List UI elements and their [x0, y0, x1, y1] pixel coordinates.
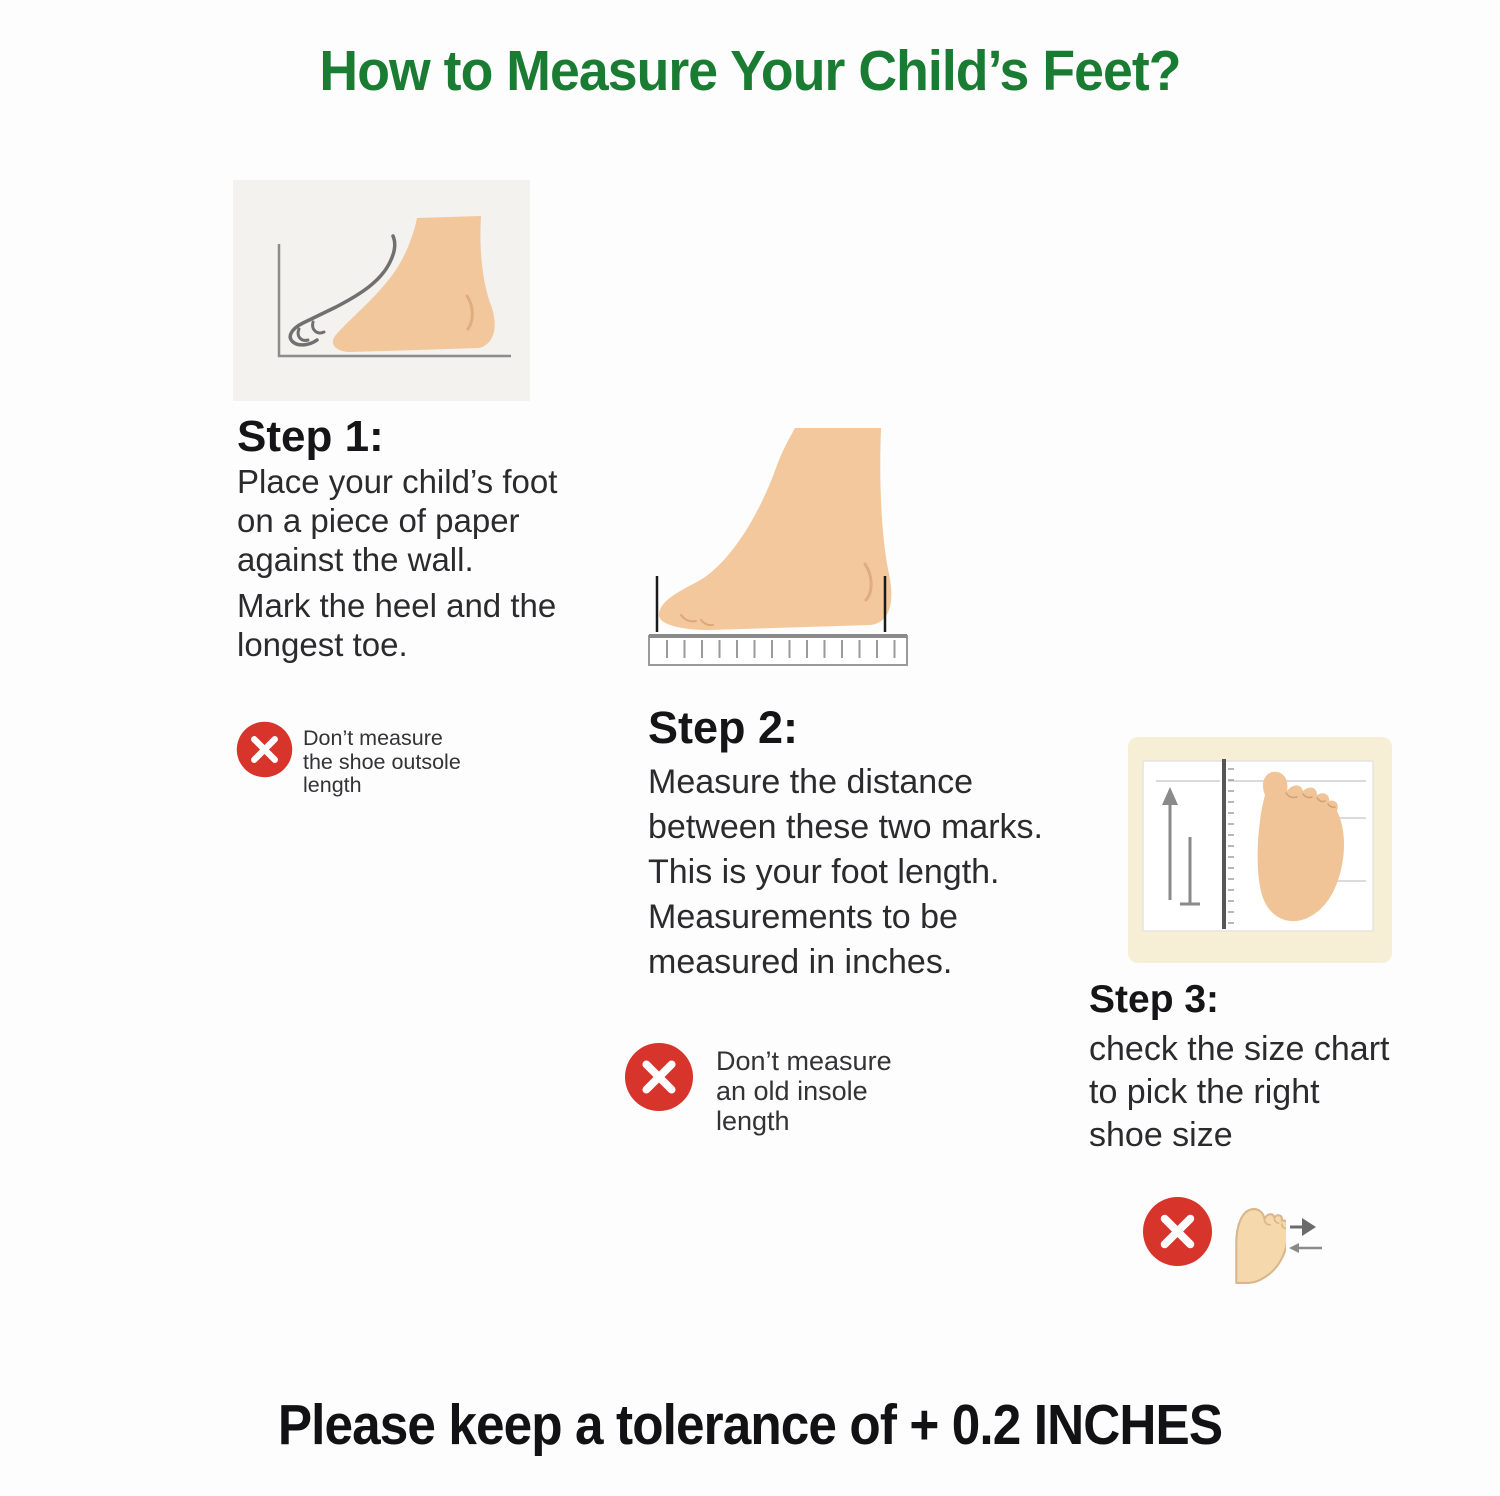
page-title: How to Measure Your Child’s Feet?: [319, 39, 1181, 103]
foot-against-wall-icon: [277, 216, 511, 358]
toe-space-arrows-icon: [1288, 1214, 1328, 1260]
x-circle-icon: [1142, 1196, 1213, 1267]
foot-toes-icon: [1228, 1203, 1289, 1285]
step3-heading: Step 3:: [1089, 978, 1220, 1021]
foot-side-shape: [332, 216, 495, 352]
foot-side-shape: [659, 428, 892, 630]
step1-heading: Step 1:: [237, 412, 384, 461]
x-circle-icon: [624, 1042, 694, 1112]
wall-floor-lines: [277, 244, 511, 358]
step1-text-1: Place your child’s foot on a piece of pa…: [237, 463, 558, 578]
toe-trace-1: [296, 327, 310, 342]
toe-detail-2: [700, 619, 714, 627]
tolerance-note: Please keep a tolerance of + 0.2 INCHES: [277, 1393, 1223, 1457]
ankle-shading: [863, 562, 873, 602]
step2-text: Measure the distance between these two m…: [648, 763, 1043, 981]
step1-illustration: [233, 180, 530, 401]
measure-arrows: [1168, 803, 1200, 906]
step2-heading: Step 2:: [648, 702, 799, 753]
toe-trace-2: [311, 320, 326, 335]
x-circle-icon: [236, 721, 293, 778]
foot-outline-trace: [288, 234, 397, 347]
step2-dont-text: Don’t measure an old insole length: [716, 1046, 892, 1136]
ruler: [648, 635, 908, 666]
step1-text-2: Mark the heel and the longest toe.: [237, 587, 557, 663]
ruler-ticks: [666, 640, 896, 658]
footprint-size-chart-icon: [1142, 759, 1374, 932]
footprint-shape: [1257, 771, 1345, 922]
arrow-left-head: [1289, 1243, 1299, 1253]
toe-detail-1: [680, 614, 697, 623]
step3-text: check the size chart to pick the right s…: [1089, 1030, 1390, 1154]
ankle-shading: [465, 294, 474, 331]
step2-illustration: [643, 424, 925, 668]
step1-dont-text: Don’t measure the shoe outsole length: [303, 726, 461, 797]
toe-creases: [1285, 792, 1336, 808]
ruler-ticks: [1228, 768, 1234, 924]
step3-illustration: [1128, 737, 1392, 963]
arrow-head-up: [1162, 787, 1178, 805]
foot-on-ruler-icon: [648, 428, 908, 666]
arrow-right-head: [1302, 1218, 1316, 1236]
